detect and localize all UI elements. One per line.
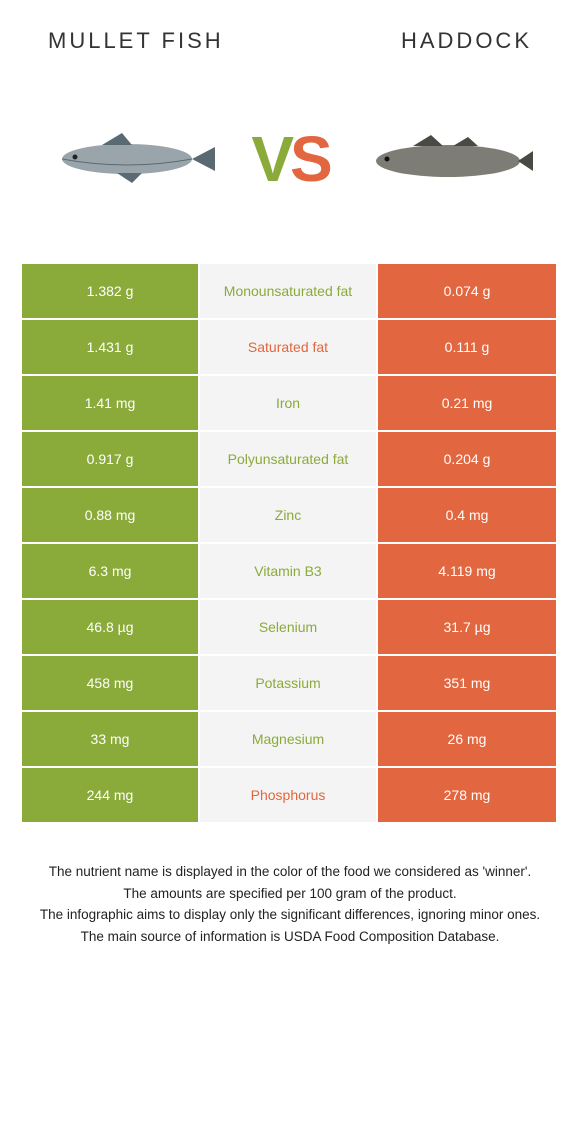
table-row: 1.431 gSaturated fat0.111 g	[22, 320, 558, 376]
value-right: 0.111 g	[378, 320, 556, 376]
table-row: 6.3 mgVitamin B34.119 mg	[22, 544, 558, 600]
footer-notes: The nutrient name is displayed in the co…	[0, 824, 580, 946]
haddock-fish-icon	[363, 129, 533, 189]
mullet-fish-icon	[47, 129, 217, 189]
value-right: 4.119 mg	[378, 544, 556, 600]
vs-label: VS	[243, 127, 336, 191]
value-left: 244 mg	[22, 768, 200, 824]
nutrient-label: Monounsaturated fat	[200, 264, 378, 320]
nutrient-label: Saturated fat	[200, 320, 378, 376]
footer-line: The nutrient name is displayed in the co…	[28, 862, 552, 882]
footer-line: The amounts are specified per 100 gram o…	[28, 884, 552, 904]
nutrient-label: Magnesium	[200, 712, 378, 768]
value-right: 0.074 g	[378, 264, 556, 320]
table-row: 1.41 mgIron0.21 mg	[22, 376, 558, 432]
food-title-left: MULLET FISH	[48, 28, 224, 54]
vs-v-letter: V	[251, 123, 290, 195]
vs-s-letter: S	[290, 123, 329, 195]
value-right: 278 mg	[378, 768, 556, 824]
value-right: 351 mg	[378, 656, 556, 712]
value-right: 31.7 µg	[378, 600, 556, 656]
table-row: 33 mgMagnesium26 mg	[22, 712, 558, 768]
table-row: 0.917 gPolyunsaturated fat0.204 g	[22, 432, 558, 488]
header: MULLET FISH HADDOCK	[0, 0, 580, 64]
table-row: 244 mgPhosphorus278 mg	[22, 768, 558, 824]
value-left: 0.917 g	[22, 432, 200, 488]
table-row: 46.8 µgSelenium31.7 µg	[22, 600, 558, 656]
value-right: 26 mg	[378, 712, 556, 768]
value-left: 1.382 g	[22, 264, 200, 320]
value-right: 0.21 mg	[378, 376, 556, 432]
table-row: 458 mgPotassium351 mg	[22, 656, 558, 712]
value-left: 1.431 g	[22, 320, 200, 376]
value-left: 1.41 mg	[22, 376, 200, 432]
nutrient-label: Selenium	[200, 600, 378, 656]
nutrient-label: Polyunsaturated fat	[200, 432, 378, 488]
nutrient-label: Vitamin B3	[200, 544, 378, 600]
fish-image-right	[337, 119, 560, 199]
nutrient-label: Phosphorus	[200, 768, 378, 824]
food-title-right: HADDOCK	[401, 28, 532, 54]
nutrient-label: Iron	[200, 376, 378, 432]
value-right: 0.4 mg	[378, 488, 556, 544]
table-row: 1.382 gMonounsaturated fat0.074 g	[22, 264, 558, 320]
value-left: 0.88 mg	[22, 488, 200, 544]
value-right: 0.204 g	[378, 432, 556, 488]
nutrient-label: Potassium	[200, 656, 378, 712]
fish-image-left	[20, 119, 243, 199]
footer-line: The infographic aims to display only the…	[28, 905, 552, 925]
value-left: 33 mg	[22, 712, 200, 768]
value-left: 6.3 mg	[22, 544, 200, 600]
nutrient-label: Zinc	[200, 488, 378, 544]
table-row: 0.88 mgZinc0.4 mg	[22, 488, 558, 544]
comparison-table: 1.382 gMonounsaturated fat0.074 g1.431 g…	[22, 264, 558, 824]
vs-section: VS	[0, 64, 580, 264]
value-left: 458 mg	[22, 656, 200, 712]
footer-line: The main source of information is USDA F…	[28, 927, 552, 947]
value-left: 46.8 µg	[22, 600, 200, 656]
